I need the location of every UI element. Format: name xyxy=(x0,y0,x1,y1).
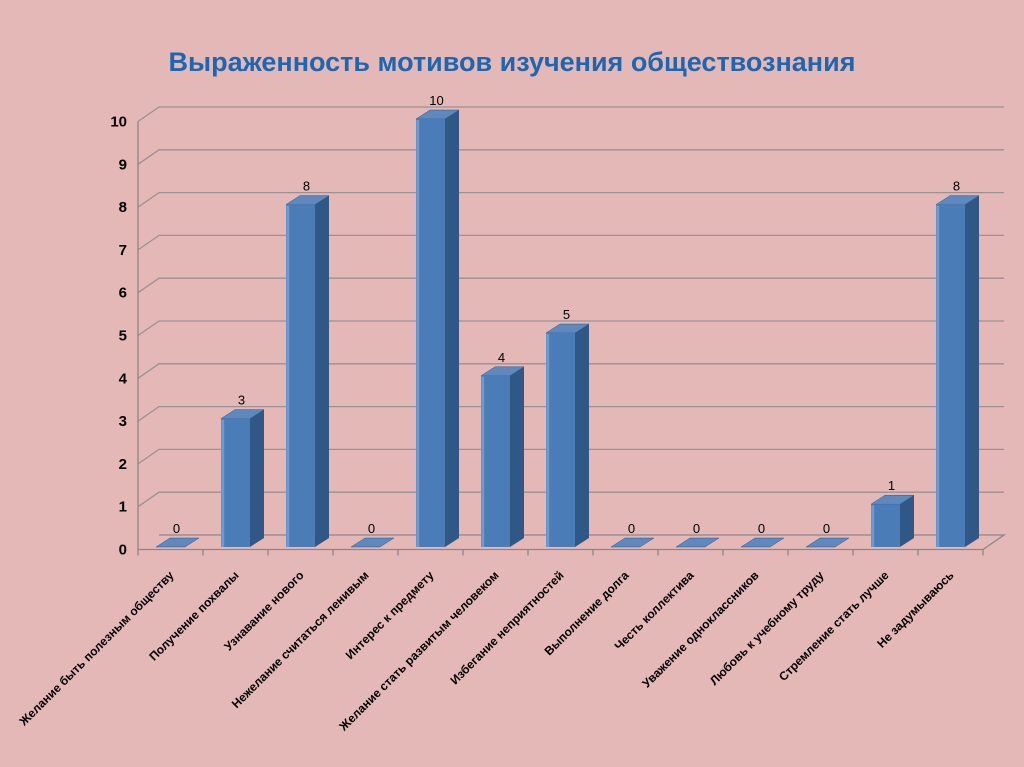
y-tick-labels: 0 1 2 3 4 5 6 7 8 9 10 xyxy=(110,114,127,559)
bar: 3 xyxy=(220,393,265,547)
bar-zero-face xyxy=(805,537,850,548)
y-tick-label: 6 xyxy=(119,285,127,302)
bar-value-label: 0 xyxy=(628,521,635,536)
gridline xyxy=(137,491,1004,508)
y-tick-label: 1 xyxy=(119,499,127,516)
bar-value-label: 0 xyxy=(173,521,180,536)
bar-side-face xyxy=(575,324,589,547)
y-tick-label: 3 xyxy=(119,413,127,430)
gridline xyxy=(137,448,1004,465)
bar-front-face xyxy=(286,204,315,547)
bar-zero-face xyxy=(350,537,395,548)
bar-zero-face xyxy=(155,537,200,548)
bar-front-face xyxy=(871,504,900,547)
bar: 4 xyxy=(480,350,525,547)
bar-value-label: 1 xyxy=(888,478,895,493)
gridline xyxy=(137,363,1004,379)
y-tick-label: 2 xyxy=(119,456,127,473)
x-category-label: Любовь к учебному труду xyxy=(707,568,827,688)
bar: 8 xyxy=(935,179,980,547)
bar-side-face xyxy=(250,409,264,547)
bar: 0 xyxy=(740,521,785,548)
bar-value-label: 0 xyxy=(823,521,830,536)
bar-zero-face xyxy=(675,537,720,548)
gridline xyxy=(137,106,1004,123)
bar-zero-face xyxy=(610,537,655,548)
bar: 1 xyxy=(870,478,915,547)
bar: 0 xyxy=(805,521,850,548)
y-tick-label: 10 xyxy=(110,114,127,131)
y-tick-label: 7 xyxy=(119,242,127,259)
gridlines xyxy=(137,106,1004,508)
gridline xyxy=(137,234,1004,251)
y-tick-label: 5 xyxy=(119,328,127,345)
x-category-label: Избегание неприятностей xyxy=(447,568,566,687)
bar-value-label: 3 xyxy=(238,393,245,408)
bar-value-label: 4 xyxy=(498,350,505,365)
bar: 0 xyxy=(155,521,200,548)
bar-side-face xyxy=(900,495,914,547)
y-tick-label: 0 xyxy=(119,542,127,559)
bar-side-face xyxy=(510,366,524,547)
x-category-label: Уважение одноклассников xyxy=(639,568,761,690)
chart-title: Выраженность мотивов изучения обществозн… xyxy=(169,47,856,77)
bar: 10 xyxy=(415,93,460,547)
bar-value-label: 5 xyxy=(563,307,570,322)
bar-front-face xyxy=(481,375,510,547)
bar: 0 xyxy=(675,521,720,548)
gridline xyxy=(137,191,1004,208)
y-tick-label: 8 xyxy=(119,199,127,216)
bar-front-face xyxy=(546,333,575,547)
gridline xyxy=(137,320,1004,337)
bar: 0 xyxy=(610,521,655,548)
bar: 0 xyxy=(350,521,395,548)
bar-value-label: 10 xyxy=(429,93,443,108)
gridline xyxy=(137,405,1004,422)
gridline xyxy=(137,149,1004,165)
gridline xyxy=(137,277,1004,294)
y-tick-label: 9 xyxy=(119,156,127,173)
bar-value-label: 8 xyxy=(303,179,310,194)
bar-value-label: 0 xyxy=(368,521,375,536)
bar: 8 xyxy=(285,179,330,547)
bar-value-label: 0 xyxy=(693,521,700,536)
x-category-labels: Желание быть полезным обществуПолучение … xyxy=(16,568,957,734)
bar-side-face xyxy=(445,110,459,547)
y-tick-label: 4 xyxy=(119,370,128,387)
bar-side-face xyxy=(315,195,329,547)
bars: 0 3 8 0 10 4 5 0 0 0 0 1 8 xyxy=(155,93,980,548)
bar-value-label: 0 xyxy=(758,521,765,536)
bar-value-label: 8 xyxy=(953,179,960,194)
bar-front-face xyxy=(416,119,445,547)
bar-front-face xyxy=(221,418,250,547)
bar-front-face xyxy=(936,204,965,547)
bar: 5 xyxy=(545,307,590,547)
x-category-label: Стремление стать лучше xyxy=(776,568,892,684)
x-category-label: Нежелание считаться ленивым xyxy=(229,568,372,711)
bar-zero-face xyxy=(740,537,785,548)
bar-side-face xyxy=(965,195,979,547)
